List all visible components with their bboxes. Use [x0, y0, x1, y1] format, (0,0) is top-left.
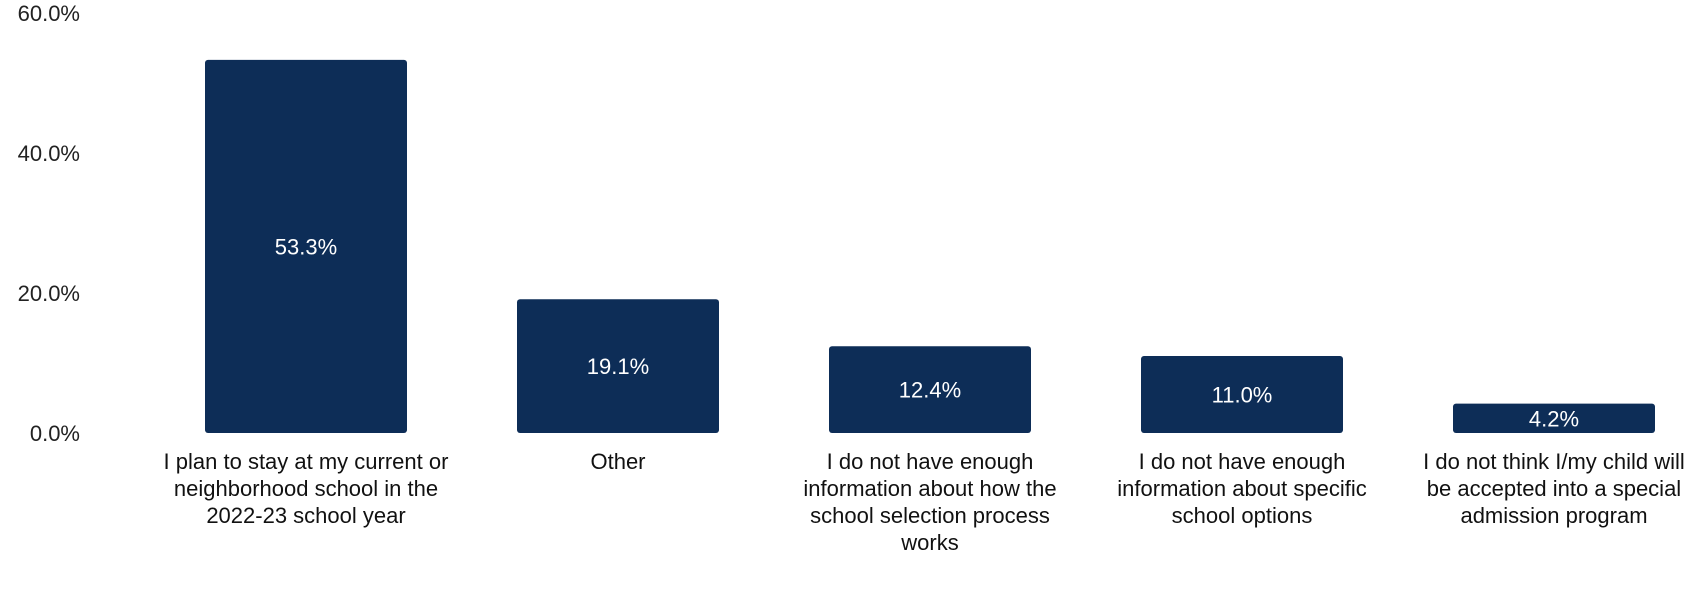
bar: [517, 299, 719, 433]
y-tick-label: 0.0%: [30, 421, 80, 446]
bar-value-label: 4.2%: [1529, 406, 1579, 431]
x-category-label: I do not have enough information about h…: [803, 449, 1057, 555]
bar-value-label: 11.0%: [1212, 383, 1273, 408]
bars-group: [205, 59, 1655, 434]
y-axis: 0.0% 20.0% 40.0% 60.0%: [18, 1, 80, 446]
x-category-label: I do not think I/my child will be accept…: [1423, 449, 1685, 528]
bar-value-label: 19.1%: [587, 354, 649, 379]
x-category-label: I plan to stay at my current or neighbor…: [163, 449, 449, 528]
y-tick-label: 20.0%: [18, 281, 80, 306]
y-tick-label: 60.0%: [18, 1, 80, 26]
bar-value-label: 12.4%: [899, 378, 961, 403]
bar-labels-group: 53.3% 19.1% 12.4% 11.0% 4.2%: [275, 234, 1579, 431]
bar: [1453, 403, 1655, 433]
x-category-label: I do not have enough information about s…: [1117, 449, 1367, 528]
bar-value-label: 53.3%: [275, 234, 337, 259]
y-tick-label: 40.0%: [18, 141, 80, 166]
bar: [205, 59, 407, 434]
bar: [1141, 356, 1343, 433]
x-category-label: Other: [590, 449, 646, 474]
bar: [829, 346, 1031, 433]
